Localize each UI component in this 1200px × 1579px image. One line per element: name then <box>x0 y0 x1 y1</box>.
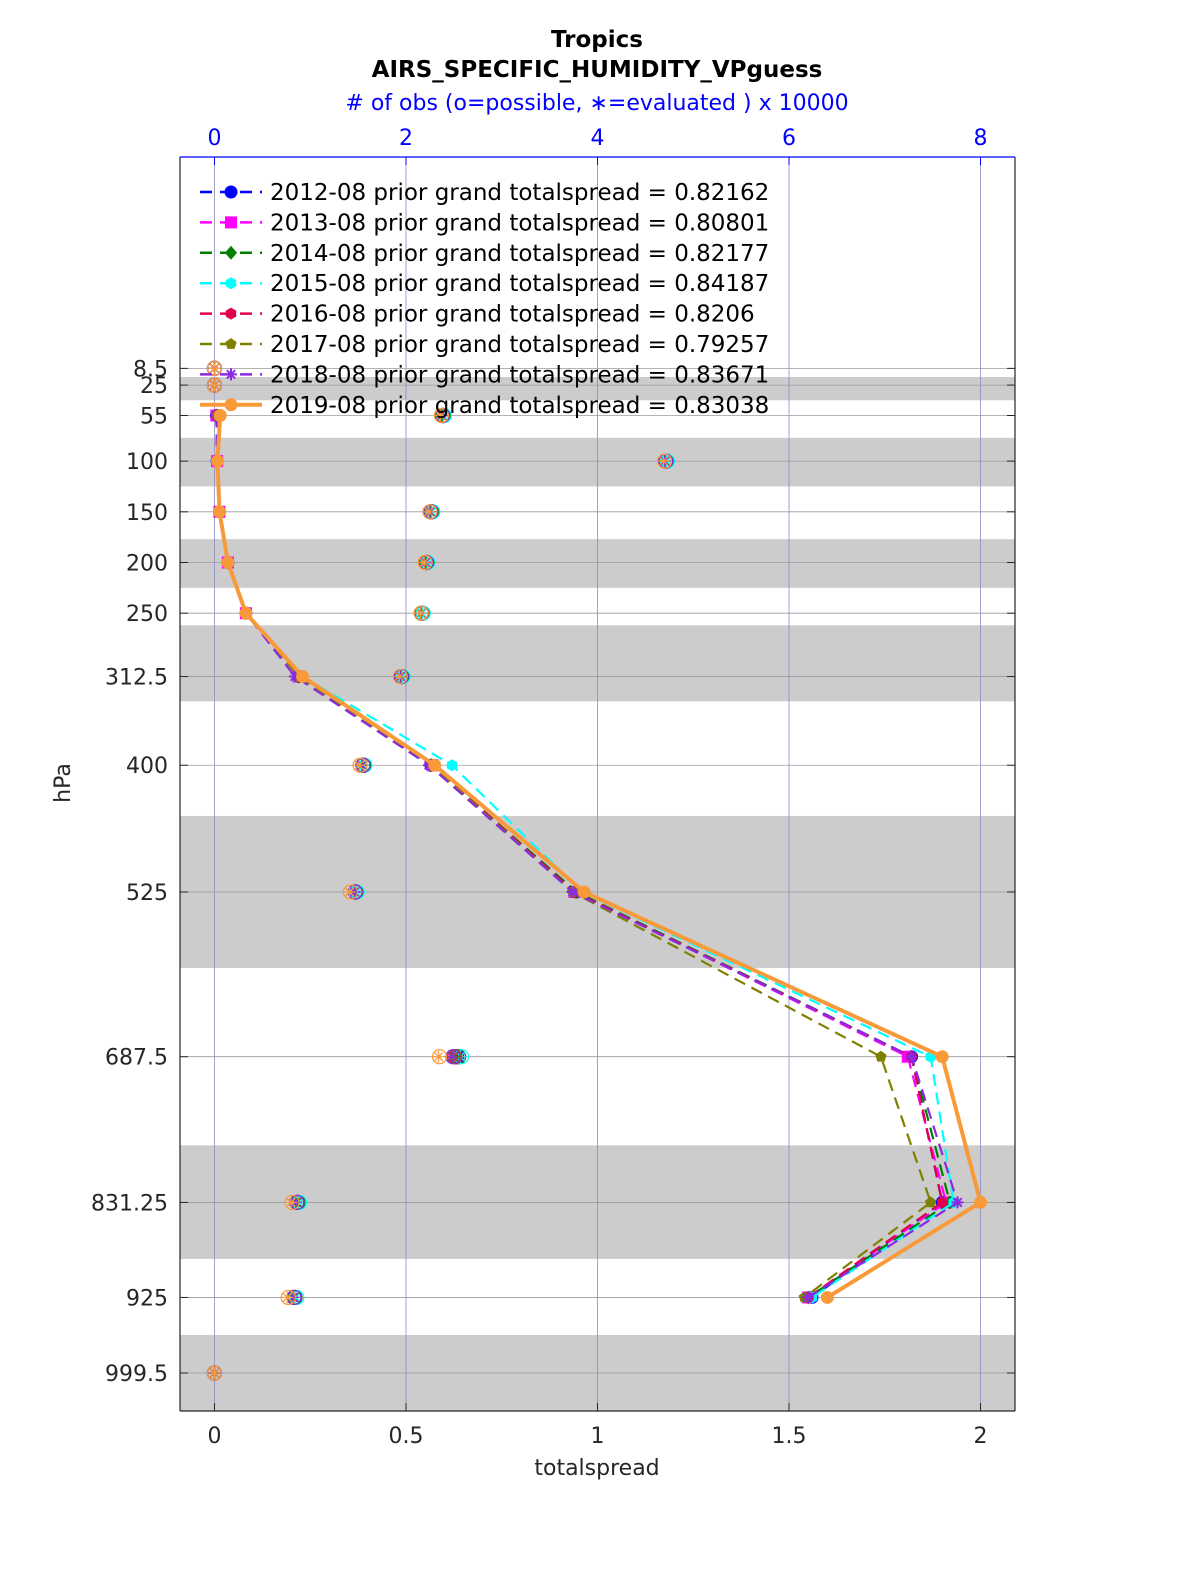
series-point-7-10 <box>820 1290 834 1304</box>
series-point-7-4 <box>239 606 253 620</box>
obs-possible-7-2 <box>433 407 450 424</box>
x-tick-label-3: 1.5 <box>772 1424 807 1449</box>
y-tick-label-7: 312.5 <box>105 666 168 691</box>
legend-marker-2 <box>225 245 237 260</box>
top-tick-label-0: 0 <box>207 126 221 151</box>
obs-possible-7-6 <box>413 605 429 621</box>
series-point-6-7 <box>566 885 579 898</box>
series-point-5-8 <box>875 1050 887 1062</box>
plot-area: 0 0.5 1 1.5 2 0 2 4 6 8 8.525 55 100 150 200 250 312.5 40… <box>91 126 1016 1449</box>
series-point-5-9 <box>925 1196 937 1208</box>
legend-label-7: 2019-08 prior grand totalspread = 0.8303… <box>270 393 769 419</box>
obs-evaluated-7-8 <box>353 759 366 772</box>
series-point-7-3 <box>221 555 235 569</box>
y-tick-label-1: 25 <box>140 374 168 399</box>
y-tick-label-10: 687.5 <box>105 1046 168 1071</box>
y-tick-label-6: 250 <box>126 602 168 627</box>
obs-evaluated-7-3 <box>657 455 670 468</box>
top-tick-label-1: 2 <box>399 126 413 151</box>
series-point-4-9 <box>937 1196 948 1209</box>
obs-possible-7-7 <box>392 668 408 685</box>
legend-marker-4 <box>225 307 237 320</box>
obs-evaluated-7-7 <box>393 670 406 683</box>
legend-marker-6 <box>225 368 237 381</box>
series-point-6-10 <box>802 1291 815 1304</box>
x-axis-label: totalspread <box>534 1456 659 1481</box>
obs-evaluated-7-6 <box>414 607 427 620</box>
top-tick-label-2: 4 <box>591 126 605 151</box>
legend-label-3: 2015-08 prior grand totalspread = 0.8418… <box>270 271 769 297</box>
top-tick-label-4: 8 <box>974 126 988 151</box>
y-tick-label-12: 925 <box>126 1286 168 1311</box>
series-point-7-6 <box>428 758 442 772</box>
series-point-7-2 <box>212 505 226 519</box>
series-point-6-5 <box>288 670 301 683</box>
obs-possible-7-11 <box>284 1194 300 1211</box>
obs-possible-7-5 <box>417 554 433 571</box>
obs-evaluated-7-5 <box>418 556 431 569</box>
legend-marker-5 <box>225 338 237 349</box>
obs-evaluated-7-0 <box>208 362 221 375</box>
legend-label-4: 2016-08 prior grand totalspread = 0.8206 <box>270 302 755 328</box>
series-point-7-5 <box>296 670 310 684</box>
obs-evaluated-7-2 <box>434 409 447 422</box>
legend-label-6: 2018-08 prior grand totalspread = 0.8367… <box>270 362 769 388</box>
legend-label-0: 2012-08 prior grand totalspread = 0.8216… <box>270 180 769 206</box>
obs-evaluated-7-12 <box>281 1291 294 1304</box>
obs-evaluated-7-9 <box>343 885 356 898</box>
obs-possible-7-3 <box>656 453 673 469</box>
obs-evaluated-7-10 <box>432 1050 445 1063</box>
top-axis-label: # of obs (o=possible, ∗=evaluated ) x 10… <box>345 91 848 116</box>
series-point-7-8 <box>935 1050 949 1064</box>
series-point-7-0 <box>213 409 227 423</box>
y-axis-label: hPa <box>51 763 76 803</box>
obs-evaluated-7-4 <box>422 505 435 518</box>
x-tick-label-2: 1 <box>591 1424 605 1449</box>
obs-evaluated-7-1 <box>208 379 221 392</box>
legend-marker-1 <box>225 216 237 229</box>
y-tick-label-0: 8.5 <box>133 357 168 382</box>
y-tick-label-13: 999.5 <box>105 1362 168 1387</box>
y-tick-label-3: 100 <box>126 450 168 475</box>
legend-marker-3 <box>225 277 237 290</box>
obs-evaluated-7-13 <box>208 1366 221 1379</box>
obs-evaluated-6-10 <box>445 1050 458 1063</box>
legend-marker-0 <box>224 185 238 199</box>
chart-subtitle: AIRS_SPECIFIC_HUMIDITY_VPguess <box>372 57 823 83</box>
y-tick-label-9: 525 <box>126 881 168 906</box>
obs-possible-7-8 <box>352 757 368 773</box>
legend-marker-7 <box>224 398 238 412</box>
obs-possible-7-0 <box>206 360 223 376</box>
x-tick-label-0: 0 <box>207 1424 221 1449</box>
x-tick-label-1: 0.5 <box>388 1424 423 1449</box>
obs-possible-7-10 <box>431 1049 448 1065</box>
legend-label-2: 2014-08 prior grand totalspread = 0.8217… <box>270 241 769 267</box>
obs-possible-7-4 <box>422 504 438 520</box>
series-point-6-8 <box>905 1050 918 1063</box>
legend-label-5: 2017-08 prior grand totalspread = 0.7925… <box>270 332 769 358</box>
obs-possible-7-12 <box>280 1289 296 1306</box>
x-tick-label-4: 2 <box>974 1424 988 1449</box>
obs-possible-7-13 <box>206 1365 223 1381</box>
obs-possible-7-1 <box>206 377 223 393</box>
y-tick-label-8: 400 <box>126 754 168 779</box>
obs-possible-7-9 <box>342 884 359 900</box>
y-tick-label-4: 150 <box>126 501 168 526</box>
y-tick-label-11: 831.25 <box>91 1191 168 1216</box>
series-point-7-9 <box>974 1195 988 1209</box>
legend-label-1: 2013-08 prior grand totalspread = 0.8080… <box>270 210 769 236</box>
chart-title: Tropics <box>551 27 643 53</box>
obs-evaluated-7-11 <box>285 1196 298 1209</box>
series-point-7-7 <box>577 885 591 899</box>
top-tick-label-3: 6 <box>782 126 796 151</box>
y-tick-label-2: 55 <box>140 405 168 430</box>
y-tick-label-5: 200 <box>126 551 168 576</box>
series-point-7-1 <box>211 454 225 468</box>
series-point-3-6 <box>446 759 458 772</box>
series-point-6-9 <box>951 1196 964 1209</box>
